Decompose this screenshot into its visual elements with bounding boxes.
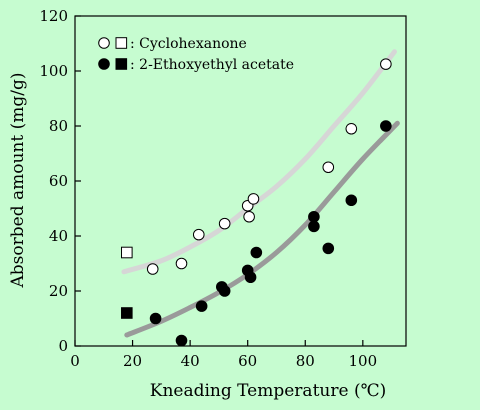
data-point-2 xyxy=(250,246,263,259)
legend-label: : Cyclohexanone xyxy=(130,36,247,52)
data-point-1 xyxy=(146,263,159,275)
trend-layer xyxy=(121,49,400,338)
legend-square-marker xyxy=(115,58,128,70)
data-point-2 xyxy=(244,271,257,284)
x-tick-label: 80 xyxy=(296,352,315,370)
data-point-1 xyxy=(192,228,205,241)
points-layer xyxy=(121,58,392,347)
data-square-2 xyxy=(121,307,133,319)
x-axis-title: Kneading Temperature (℃) xyxy=(150,381,386,401)
legend-circle-marker xyxy=(98,37,110,49)
data-point-1 xyxy=(322,161,335,174)
legend-square-marker xyxy=(115,37,128,49)
legend: : Cyclohexanone : 2-Ethoxyethyl acetate xyxy=(98,36,294,73)
y-tick-label: 80 xyxy=(49,117,68,135)
data-point-1 xyxy=(175,257,188,270)
data-point-2 xyxy=(195,300,208,312)
y-axis-title: Absorbed amount (mg/g) xyxy=(8,73,28,289)
y-tick-label: 40 xyxy=(49,227,68,245)
data-point-1 xyxy=(380,58,392,70)
data-point-2 xyxy=(175,334,188,347)
data-square-1 xyxy=(121,246,133,259)
trend-line-1 xyxy=(121,49,397,275)
data-point-2 xyxy=(149,312,162,325)
y-tick-label: 0 xyxy=(58,337,68,355)
data-point-1 xyxy=(247,193,260,205)
y-tick-label: 100 xyxy=(39,62,68,80)
y-tick-label: 120 xyxy=(39,7,68,25)
data-point-1 xyxy=(243,210,255,223)
legend-label: : 2-Ethoxyethyl acetate xyxy=(130,57,294,73)
data-point-1 xyxy=(218,217,231,230)
x-tick-label: 0 xyxy=(70,352,80,370)
axes-layer: 0 20 40 60 80 100 120 0 20 40 60 80 100 xyxy=(39,7,407,370)
data-point-2 xyxy=(308,210,320,223)
data-point-2 xyxy=(322,242,335,255)
x-tick-label: 20 xyxy=(123,352,142,370)
data-point-2 xyxy=(345,194,358,207)
y-tick-label: 60 xyxy=(49,172,68,190)
data-point-1 xyxy=(345,122,358,135)
trend-line-2 xyxy=(124,120,400,338)
x-tick-label: 100 xyxy=(349,352,378,370)
y-tick-label: 20 xyxy=(49,282,68,300)
x-tick-label: 40 xyxy=(181,352,200,370)
data-point-2 xyxy=(380,120,392,132)
data-point-2 xyxy=(218,285,231,297)
legend-circle-marker xyxy=(98,58,110,70)
x-tick-label: 60 xyxy=(238,352,257,370)
data-point-2 xyxy=(308,220,320,233)
